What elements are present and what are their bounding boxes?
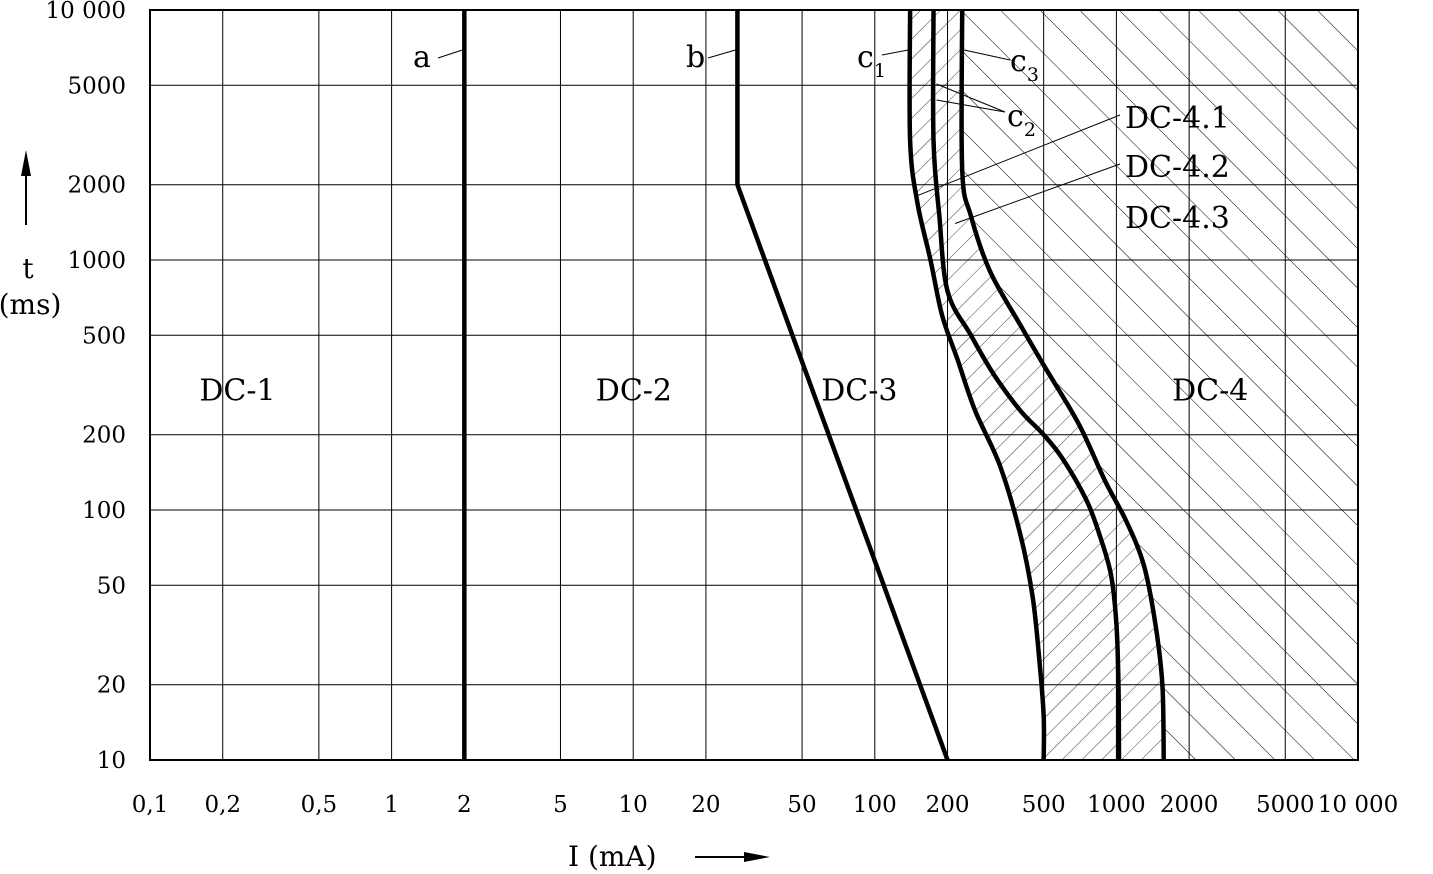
x-axis-arrow [695,852,770,862]
curve-leader [707,49,736,59]
hatched-regions [909,10,1358,760]
region-c2-c3 [933,10,1164,760]
curve-c2 [930,9,1122,761]
region-label: DC-4.2 [1125,150,1230,185]
zone-label: DC-4 [1172,374,1248,409]
y-tick-label: 1000 [67,248,126,274]
y-tick-label: 5000 [67,73,126,99]
x-tick-label: 500 [1022,792,1066,818]
x-tick-label: 2000 [1160,792,1219,818]
x-tick-label: 50 [787,792,816,818]
curve-leader [936,83,1006,113]
x-tick-label: 10 000 [1318,792,1398,818]
y-axis-symbol: t [22,252,34,285]
x-tick-label: 100 [853,792,897,818]
zone-label: DC-2 [596,374,672,409]
x-tick-label: 1 [384,792,399,818]
curve-label: b [686,40,705,75]
curve-label-sub: 3 [1027,64,1039,86]
y-tick-label: 500 [82,323,126,349]
x-tick-label: 0,5 [301,792,338,818]
curve-leader [881,49,909,56]
plot-frame [149,9,1359,761]
curve-label: c1 [857,40,886,82]
curve-label: a [413,40,431,75]
curves [462,9,1166,761]
y-tick-label: 10 [97,748,126,774]
y-tick-label: 20 [97,673,126,699]
curve-label-sub: 1 [874,60,886,82]
y-tick-label: 50 [97,573,126,599]
x-tick-label: 0,1 [132,792,169,818]
curve-leader [936,99,1006,113]
zone-label: DC-1 [199,374,275,409]
x-tick-label: 2 [457,792,472,818]
curve-b [735,10,950,761]
y-axis-unit: (ms) [0,288,61,321]
tick-labels: 0,1 0,2 0,5 1 2 5 10 20 50 100 200 500 1000 2000 5000 1… [46,0,1399,818]
region-leader [915,114,1121,197]
x-tick-label: 10 [619,792,648,818]
region-label: DC-4.1 [1125,101,1230,136]
curve-c1 [907,9,1047,761]
x-tick-label: 0,2 [204,792,241,818]
region-label: DC-4.3 [1125,201,1230,236]
y-tick-label: 100 [82,498,126,524]
curve-c3 [959,9,1166,761]
zone-label: DC-3 [821,374,897,409]
y-tick-label: 2000 [67,173,126,199]
x-axis-label: I (mA) [568,840,657,873]
grid [149,9,1359,761]
y-axis-arrow [21,150,31,225]
x-tick-label: 20 [691,792,720,818]
x-tick-label: 5000 [1256,792,1315,818]
region-c1-c2 [909,10,1119,760]
y-tick-label: 10 000 [46,0,126,24]
x-tick-label: 5 [553,792,568,818]
curve-leader [964,49,1011,61]
x-tick-label: 1000 [1087,792,1146,818]
y-tick-label: 200 [82,423,126,449]
curve-label-sub: 2 [1024,119,1036,141]
curve-leader [437,49,463,59]
region-right-of-c3 [961,10,1358,760]
region-leader [954,163,1121,224]
x-tick-label: 200 [926,792,970,818]
